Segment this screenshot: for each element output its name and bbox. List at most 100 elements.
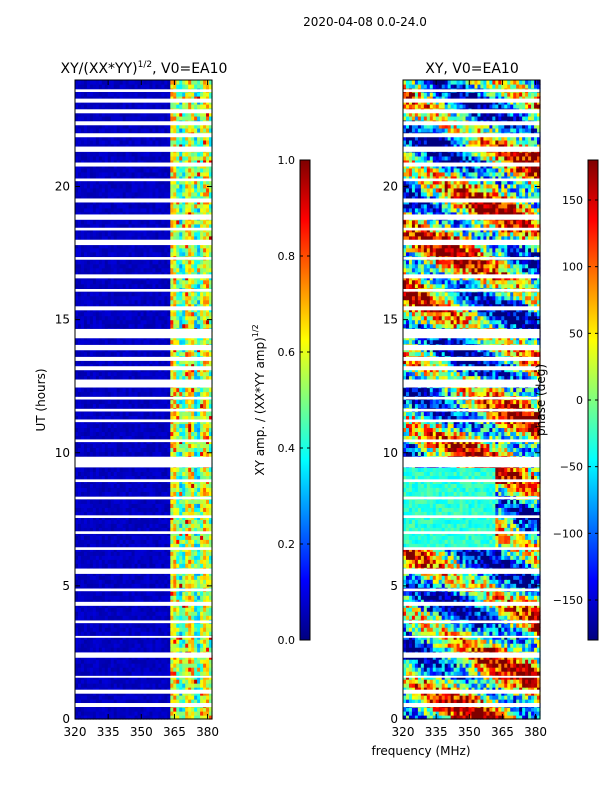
heatmap-cell xyxy=(182,679,186,684)
heatmap-cell xyxy=(194,595,198,600)
heatmap-cell xyxy=(167,711,171,716)
heatmap-cell xyxy=(146,679,151,684)
heatmap-cell xyxy=(203,683,207,688)
heatmap-cell xyxy=(152,579,157,584)
heatmap-cell xyxy=(164,583,168,588)
heatmap-cell xyxy=(86,559,91,564)
heatmap-cell xyxy=(116,715,121,720)
heatmap-cell xyxy=(209,695,213,700)
heatmap-cell xyxy=(182,663,186,668)
heatmap-cell xyxy=(104,683,109,688)
heatmap-cell xyxy=(167,667,171,672)
heatmap-cell xyxy=(197,631,201,636)
heatmap-cell xyxy=(200,695,204,700)
heatmap-cell xyxy=(125,607,130,612)
heatmap-cell xyxy=(140,631,145,636)
heatmap-cell xyxy=(83,707,88,712)
heatmap-cell xyxy=(116,591,121,596)
heatmap-cell xyxy=(146,715,151,720)
heatmap-cell xyxy=(113,595,118,600)
heatmap-cell xyxy=(170,695,174,700)
heatmap-cell xyxy=(113,627,118,632)
heatmap-cell xyxy=(134,591,139,596)
heatmap-cell xyxy=(86,711,91,716)
heatmap-cell xyxy=(104,627,109,632)
heatmap-cell xyxy=(122,627,127,632)
heatmap-cell xyxy=(116,643,121,648)
heatmap-cell xyxy=(179,627,183,632)
heatmap-cell xyxy=(197,627,201,632)
heatmap-cell xyxy=(188,599,192,604)
heatmap-cell xyxy=(95,623,100,628)
heatmap-cell xyxy=(131,591,136,596)
heatmap-cell xyxy=(77,643,82,648)
heatmap-cell xyxy=(86,623,91,628)
heatmap-cell xyxy=(185,611,189,616)
heatmap-cell xyxy=(107,563,112,568)
heatmap-cell xyxy=(158,599,162,604)
heatmap-cell xyxy=(92,559,97,564)
heatmap-cell xyxy=(140,707,145,712)
heatmap-cell xyxy=(176,595,180,600)
heatmap-cell xyxy=(137,671,142,676)
heatmap-cell xyxy=(185,647,189,652)
heatmap-cell xyxy=(200,575,204,580)
heatmap-cell xyxy=(83,623,88,628)
heatmap-cell xyxy=(152,659,157,664)
heatmap-cell xyxy=(77,671,82,676)
heatmap-cell xyxy=(206,627,210,632)
heatmap-cell xyxy=(125,631,130,636)
heatmap-cell xyxy=(116,663,121,668)
heatmap-cell xyxy=(200,711,204,716)
heatmap-cell xyxy=(206,579,210,584)
heatmap-cell xyxy=(170,711,174,716)
heatmap-cell xyxy=(206,607,210,612)
heatmap-cell xyxy=(89,667,94,672)
heatmap-cell xyxy=(86,627,91,632)
heatmap-cell xyxy=(194,591,198,596)
heatmap-cell xyxy=(188,579,192,584)
heatmap-cell xyxy=(75,631,79,636)
heatmap-cell xyxy=(77,627,82,632)
heatmap-cell xyxy=(176,575,180,580)
heatmap-cell xyxy=(137,643,142,648)
heatmap-cell xyxy=(161,583,165,588)
heatmap-cell xyxy=(119,699,124,704)
heatmap-cell xyxy=(128,591,133,596)
heatmap-cell xyxy=(131,627,136,632)
heatmap-cell xyxy=(116,671,121,676)
heatmap-cell xyxy=(188,659,192,664)
heatmap-cell xyxy=(119,583,124,588)
heatmap-cell xyxy=(188,563,192,568)
heatmap-cell xyxy=(104,583,109,588)
heatmap-cell xyxy=(131,583,136,588)
heatmap-cell xyxy=(179,611,183,616)
heatmap-cell xyxy=(194,563,198,568)
heatmap-cell xyxy=(113,563,118,568)
heatmap-cell xyxy=(152,583,157,588)
heatmap-cell xyxy=(140,687,145,692)
heatmap-cell xyxy=(75,591,79,596)
heatmap-cell xyxy=(137,647,142,652)
heatmap-cell xyxy=(182,599,186,604)
heatmap-cell xyxy=(122,615,127,620)
heatmap-cell xyxy=(167,595,171,600)
heatmap-cell xyxy=(167,715,171,720)
heatmap-cell xyxy=(101,671,106,676)
heatmap-cell xyxy=(107,663,112,668)
heatmap-cell xyxy=(128,583,133,588)
heatmap-cell xyxy=(176,639,180,644)
heatmap-cell xyxy=(170,647,174,652)
heatmap-cell xyxy=(194,607,198,612)
heatmap-cell xyxy=(89,643,94,648)
heatmap-cell xyxy=(92,663,97,668)
heatmap-cell xyxy=(75,671,79,676)
heatmap-cell xyxy=(161,695,165,700)
heatmap-cell xyxy=(77,707,82,712)
heatmap-cell xyxy=(80,595,85,600)
heatmap-cell xyxy=(128,631,133,636)
heatmap-cell xyxy=(110,711,115,716)
heatmap-cell xyxy=(200,643,204,648)
heatmap-cell xyxy=(134,715,139,720)
heatmap-cell xyxy=(167,579,171,584)
